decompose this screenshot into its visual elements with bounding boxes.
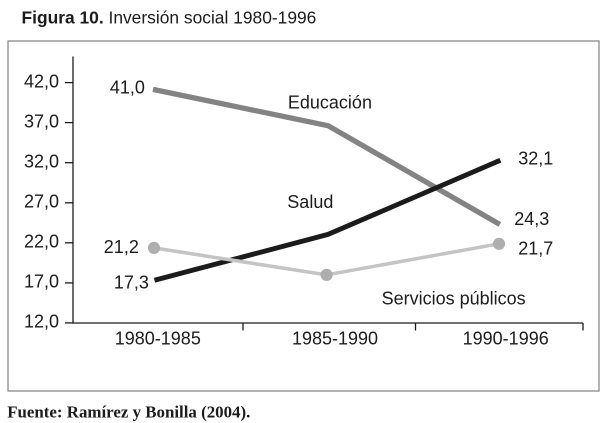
svg-text:24,3: 24,3 <box>514 209 549 229</box>
svg-text:17,3: 17,3 <box>114 273 149 293</box>
svg-text:1980-1985: 1980-1985 <box>115 329 201 349</box>
svg-text:Salud: Salud <box>287 192 333 212</box>
svg-text:37,0: 37,0 <box>24 111 59 131</box>
svg-text:27,0: 27,0 <box>24 192 59 212</box>
svg-text:42,0: 42,0 <box>24 71 59 91</box>
svg-text:21,7: 21,7 <box>518 238 553 258</box>
svg-text:1990-1996: 1990-1996 <box>463 329 549 349</box>
svg-text:Servicios públicos: Servicios públicos <box>382 288 526 308</box>
svg-text:Fuente: Ramírez y Bonilla (200: Fuente: Ramírez y Bonilla (2004). <box>7 402 250 421</box>
svg-text:32,1: 32,1 <box>518 149 553 169</box>
svg-text:32,0: 32,0 <box>24 151 59 171</box>
svg-text:41,0: 41,0 <box>110 78 145 98</box>
svg-text:1985-1990: 1985-1990 <box>292 329 378 349</box>
svg-text:17,0: 17,0 <box>24 272 59 292</box>
svg-text:22,0: 22,0 <box>24 232 59 252</box>
svg-text:12,0: 12,0 <box>24 312 59 332</box>
svg-text:Figura 10. Inversión social 19: Figura 10. Inversión social 1980-1996 <box>22 7 317 27</box>
svg-text:Educación: Educación <box>288 93 372 113</box>
svg-text:21,2: 21,2 <box>104 237 139 257</box>
